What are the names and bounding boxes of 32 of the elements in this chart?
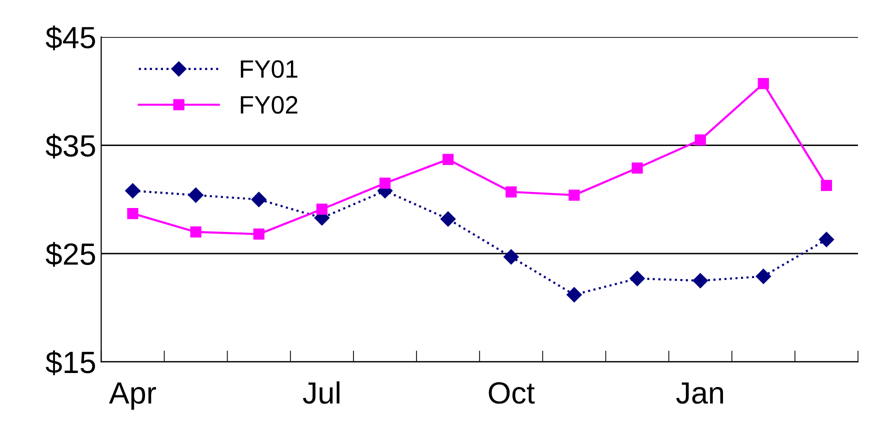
point — [568, 190, 580, 201]
point — [125, 183, 140, 198]
point — [820, 180, 832, 191]
point — [442, 154, 454, 165]
y-tick-label: $15 — [46, 350, 96, 376]
point — [504, 249, 519, 264]
point — [818, 232, 834, 248]
x-tick-label: Oct — [488, 382, 535, 404]
legend-label: FY01 — [240, 60, 298, 78]
point — [190, 226, 202, 238]
legend-label: FY02 — [240, 96, 298, 114]
point — [440, 211, 456, 227]
y-tick-label: $25 — [46, 242, 96, 267]
point — [694, 134, 706, 146]
x-tick-label: Apr — [109, 382, 156, 410]
point — [506, 186, 517, 198]
y-tick-label: $35 — [46, 134, 96, 159]
y-tick-label: $45 — [46, 26, 96, 50]
point — [251, 192, 266, 208]
x-tick-label: Jul — [302, 381, 340, 404]
point — [692, 273, 708, 288]
point — [566, 287, 582, 302]
point — [188, 188, 204, 203]
x-tick-label: Jan — [676, 382, 723, 404]
point — [316, 204, 328, 215]
point — [756, 268, 771, 284]
point — [127, 208, 138, 220]
point — [630, 270, 645, 286]
point — [632, 162, 643, 174]
point — [253, 228, 264, 240]
point — [379, 178, 391, 189]
point — [758, 78, 769, 90]
